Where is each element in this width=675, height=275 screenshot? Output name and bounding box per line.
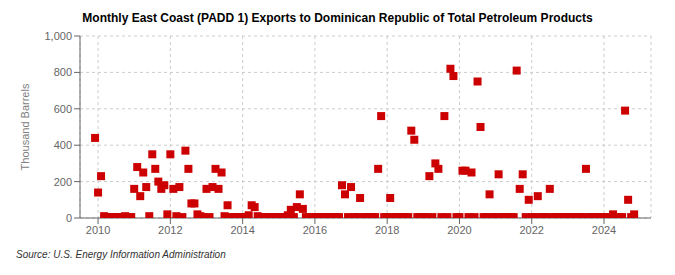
- html-text:Source: U.S. Energy Informatio: Source: U.S. Energy Information Administ…: [16, 249, 226, 260]
- html-text:Monthly East Coast (PADD 1) Ex: Monthly East Coast (PADD 1) Exports to D…: [82, 11, 593, 25]
- svg-text:1,000: 1,000: [44, 30, 72, 42]
- svg-text:200: 200: [54, 176, 72, 188]
- svg-text:400: 400: [54, 139, 72, 151]
- svg-text:600: 600: [54, 103, 72, 115]
- svg-text:2012: 2012: [158, 224, 182, 236]
- svg-text:Thousand Barrels: Thousand Barrels: [19, 83, 31, 170]
- svg-text:800: 800: [54, 66, 72, 78]
- svg-text:2014: 2014: [230, 224, 254, 236]
- svg-text:2018: 2018: [375, 224, 399, 236]
- svg-text:2024: 2024: [592, 224, 616, 236]
- svg-text:2020: 2020: [447, 224, 471, 236]
- svg-text:0: 0: [66, 212, 72, 224]
- svg-text:2010: 2010: [86, 224, 110, 236]
- svg-text:2016: 2016: [303, 224, 327, 236]
- svg-text:2022: 2022: [519, 224, 543, 236]
